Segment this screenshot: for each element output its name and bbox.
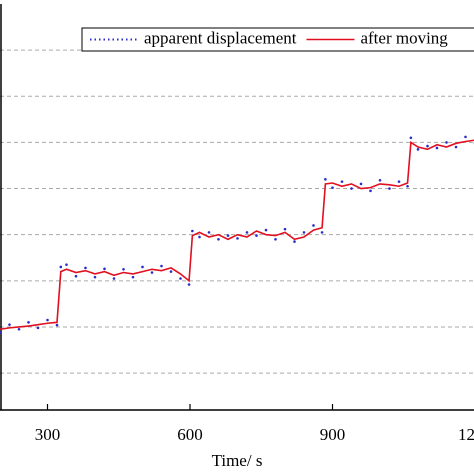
- data-point: [236, 237, 239, 240]
- data-point: [93, 275, 97, 279]
- data-point: [55, 323, 59, 327]
- data-point: [103, 267, 106, 271]
- data-point: [445, 141, 448, 144]
- data-point: [141, 265, 144, 269]
- data-point: [59, 265, 63, 269]
- data-point: [416, 148, 420, 151]
- data-point: [388, 187, 391, 190]
- data-point: [112, 277, 116, 280]
- data-point: [207, 231, 211, 234]
- data-point: [65, 263, 68, 266]
- data-point: [274, 237, 277, 241]
- data-point: [454, 145, 458, 149]
- data-point: [324, 178, 327, 181]
- data-point: [46, 318, 49, 322]
- data-point: [245, 231, 249, 234]
- data-point: [36, 326, 40, 330]
- data-point: [406, 184, 409, 188]
- data-point: [198, 235, 201, 239]
- data-point: [160, 264, 163, 268]
- data-point: [217, 237, 220, 241]
- data-point: [8, 323, 11, 326]
- data-point: [409, 136, 413, 140]
- data-point: [320, 231, 324, 234]
- data-point: [255, 234, 258, 237]
- data-point: [226, 234, 230, 237]
- data-point: [350, 187, 353, 190]
- data-point: [27, 321, 30, 324]
- legend: apparent displacement after moving: [81, 27, 474, 52]
- data-point: [187, 283, 191, 286]
- data-point: [293, 240, 296, 243]
- x-tick-label: 300: [35, 425, 61, 444]
- data-point: [426, 144, 429, 148]
- x-axis-label: Time/ s: [212, 451, 263, 470]
- data-line: [0, 139, 474, 331]
- data-point: [464, 135, 467, 139]
- data-point: [84, 266, 87, 270]
- data-point: [359, 182, 363, 186]
- data-point: [150, 271, 154, 274]
- legend-box: [81, 27, 474, 52]
- data-point: [264, 228, 268, 232]
- data-point: [397, 180, 401, 183]
- data-point: [283, 227, 287, 231]
- data-point: [0, 331, 2, 334]
- data-point: [331, 186, 334, 189]
- data-point: [74, 274, 78, 278]
- legend-label: after moving: [360, 28, 448, 47]
- x-tick-label: 600: [177, 425, 203, 444]
- data-point: [369, 189, 372, 193]
- data-point: [179, 277, 182, 280]
- x-tick-label: 1200: [458, 425, 474, 444]
- data-point: [17, 327, 21, 331]
- data-point: [191, 229, 194, 233]
- data-point: [378, 178, 382, 182]
- x-tick-label: 900: [320, 425, 346, 444]
- data-point: [435, 146, 439, 150]
- data-point: [169, 270, 173, 273]
- legend-label: apparent displacement: [144, 28, 297, 47]
- data-point: [312, 224, 315, 227]
- data-point: [131, 275, 135, 279]
- data-point: [340, 180, 344, 183]
- data-point: [122, 267, 125, 271]
- data-point: [302, 231, 306, 234]
